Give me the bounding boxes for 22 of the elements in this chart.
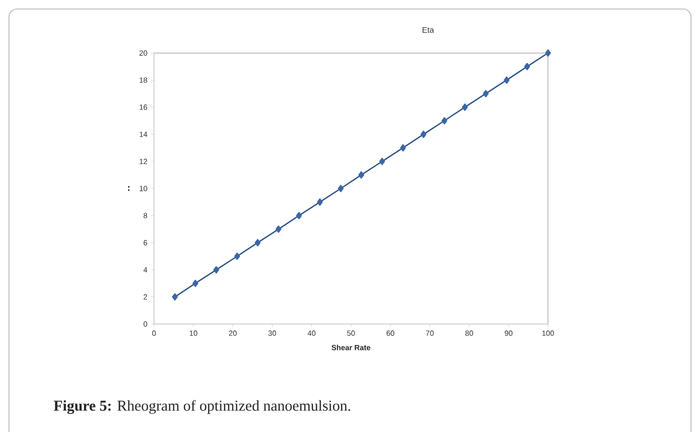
point [276,226,282,233]
point [172,293,178,301]
point [254,239,261,246]
point [296,212,302,220]
point [192,280,198,287]
chart-title: Eta [422,27,434,33]
point [379,158,386,166]
point [234,252,240,260]
point [420,130,426,138]
text: Figure 5: Rheogram of optimized nanoemulsion. [54,400,350,414]
point [545,49,551,57]
point [524,62,530,70]
point [338,184,344,192]
point [482,90,489,98]
point [213,266,220,274]
point [462,104,468,111]
point [400,144,406,152]
point [504,76,510,84]
y-axis-title: : [128,186,130,191]
point [316,198,323,206]
point [441,117,448,124]
point [358,171,364,179]
